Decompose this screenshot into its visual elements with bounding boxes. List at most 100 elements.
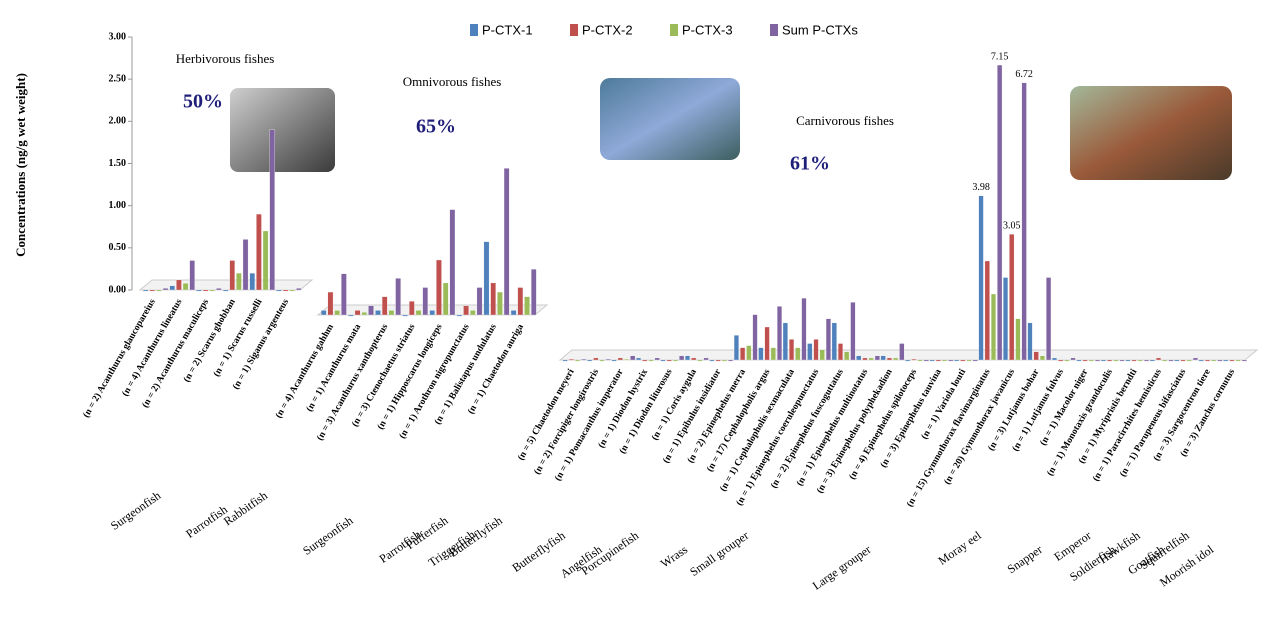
bar <box>341 273 347 316</box>
bar <box>1119 359 1125 362</box>
bar <box>856 355 862 361</box>
family-label: Surgeonfish <box>108 488 163 533</box>
bar <box>837 343 843 361</box>
bar <box>831 322 837 361</box>
bar <box>728 359 734 362</box>
family-label: Moray eel <box>935 528 984 568</box>
bar <box>142 289 149 292</box>
bar <box>1229 359 1235 362</box>
bar <box>948 359 954 362</box>
bar <box>1204 359 1210 362</box>
bar <box>289 289 295 292</box>
bar <box>997 64 1003 361</box>
bar <box>605 359 611 361</box>
bar <box>795 347 801 361</box>
bar <box>1174 359 1180 362</box>
bar <box>276 289 282 292</box>
bar <box>868 357 874 361</box>
bar <box>442 282 449 316</box>
bar <box>242 239 249 291</box>
bar <box>758 347 764 361</box>
photo <box>1070 86 1232 180</box>
bar <box>497 291 503 316</box>
family-label: Large grouper <box>810 542 874 593</box>
bar <box>617 357 623 361</box>
bar <box>510 310 517 316</box>
bar <box>429 310 435 316</box>
bar <box>1186 359 1192 362</box>
bar <box>1064 359 1070 362</box>
bar <box>320 310 327 316</box>
bar <box>679 355 685 361</box>
panel-title: Carnivorous fishes <box>796 113 894 128</box>
bar <box>1149 359 1155 362</box>
bar <box>1241 359 1247 362</box>
bar <box>733 335 739 361</box>
bar <box>375 310 381 316</box>
bar <box>862 357 868 361</box>
legend-label: P-CTX-2 <box>582 22 633 37</box>
category-label: (n = 2) Scarus ghobban <box>181 296 238 384</box>
bar <box>666 359 672 362</box>
bar <box>162 288 169 291</box>
bar <box>954 359 960 362</box>
bar <box>905 359 911 362</box>
bar <box>1033 351 1039 361</box>
bar <box>929 359 935 362</box>
legend-swatch <box>470 24 478 36</box>
legend-swatch <box>570 24 578 36</box>
bar <box>1051 357 1057 361</box>
bar <box>517 287 524 316</box>
bar <box>807 343 813 361</box>
y-tick-label: 0.00 <box>109 284 127 295</box>
category-label: (n = 1) Scarus russelli <box>211 297 265 379</box>
legend-label: Sum P-CTXs <box>782 22 858 37</box>
category-label: (n = 1) Variola louti <box>919 367 968 441</box>
bar <box>942 359 948 362</box>
bar <box>691 357 697 361</box>
bar <box>388 310 395 316</box>
bar <box>575 359 581 362</box>
floor <box>558 349 1259 361</box>
bar <box>1180 359 1186 362</box>
bar <box>476 287 483 316</box>
bar <box>636 357 642 361</box>
bar <box>654 357 660 361</box>
bar <box>463 305 469 316</box>
bar <box>1046 277 1052 361</box>
bar <box>182 283 189 291</box>
bar <box>709 359 715 362</box>
bar <box>752 314 758 361</box>
bar <box>156 289 162 292</box>
category-label: (n = 1) Acanthurus mata <box>304 322 363 414</box>
bar <box>1211 359 1217 362</box>
family-label: Parrotfish <box>183 502 230 541</box>
bar <box>789 339 795 361</box>
bar <box>149 289 155 292</box>
bar <box>1003 277 1009 361</box>
bar <box>381 296 388 316</box>
bar <box>568 359 574 361</box>
bar <box>449 209 456 316</box>
bar <box>524 296 530 316</box>
bar <box>1088 359 1094 362</box>
bar <box>746 345 752 361</box>
bar <box>850 302 856 361</box>
bar <box>169 285 176 291</box>
bar <box>813 339 819 361</box>
y-tick-label: 3.00 <box>109 31 127 42</box>
bar <box>880 355 886 361</box>
bar <box>395 278 401 316</box>
bar <box>1009 234 1015 361</box>
bar <box>1162 359 1168 362</box>
bar <box>262 230 269 291</box>
bar <box>672 359 678 362</box>
bar <box>531 269 537 316</box>
bar <box>402 314 408 317</box>
y-tick-label: 0.50 <box>109 242 127 253</box>
family-label: Wrass <box>658 542 690 571</box>
bar <box>899 343 905 361</box>
bar <box>819 349 825 361</box>
bar <box>893 357 899 361</box>
